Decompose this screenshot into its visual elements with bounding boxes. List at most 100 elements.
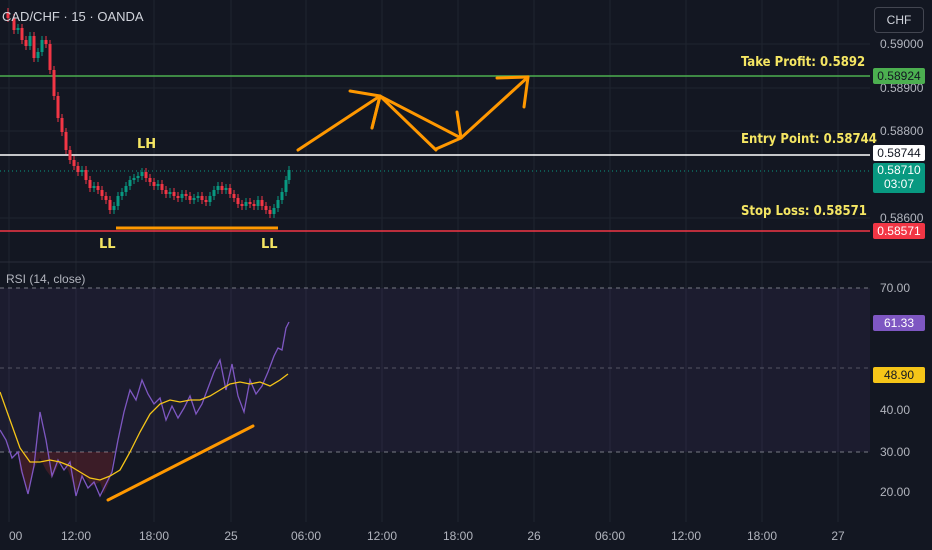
- candle-body: [144, 172, 148, 178]
- candle-body: [24, 40, 28, 46]
- candle-body: [128, 180, 132, 186]
- candle-body: [132, 178, 136, 180]
- candle-body: [36, 52, 40, 58]
- candle-body: [184, 194, 188, 196]
- candle-body: [56, 96, 60, 118]
- projection-arrows[interactable]: [296, 75, 530, 152]
- price-candles: [6, 8, 291, 218]
- stop-loss-label: Stop Loss: 0.58571: [741, 204, 867, 219]
- rsi-line: [0, 321, 290, 498]
- candle-body: [176, 196, 180, 198]
- candle-body: [52, 70, 56, 96]
- candle-body: [172, 192, 176, 196]
- time-tick-label: 06:00: [595, 529, 625, 543]
- candle-body: [112, 206, 116, 210]
- currency-button[interactable]: CHF: [874, 7, 924, 33]
- rsi-tick-label: 70.00: [880, 281, 910, 295]
- candle-body: [256, 200, 260, 206]
- time-tick-label: 12:00: [61, 529, 91, 543]
- ll-left-annotation: LL: [99, 237, 116, 252]
- candle-body: [64, 132, 68, 150]
- rsi-moving-average: [0, 373, 289, 481]
- price-tick-label: 0.58900: [880, 81, 924, 95]
- candle-body: [12, 18, 16, 30]
- candle-body: [32, 36, 36, 58]
- candle-body: [200, 196, 204, 200]
- candle-body: [268, 210, 272, 214]
- candle-body: [287, 170, 291, 180]
- candle-body: [68, 150, 72, 160]
- candle-body: [84, 170, 88, 180]
- candle-body: [244, 202, 248, 206]
- time-axis: 00 12:00 18:00 25 06:00 12:00 18:00 26 06:00 12:0…: [9, 529, 845, 543]
- candle-body: [116, 196, 120, 206]
- candle-body: [196, 196, 200, 198]
- candle-body: [168, 192, 172, 194]
- candle-body: [208, 196, 212, 202]
- candle-body: [192, 198, 196, 200]
- candle-body: [212, 190, 216, 196]
- candle-body: [280, 192, 284, 200]
- stop-loss-tag: 0.58571: [873, 223, 925, 239]
- take-profit-tag: 0.58924: [873, 68, 925, 84]
- rsi-ma-tag: 48.90: [873, 367, 925, 383]
- candle-body: [80, 170, 84, 172]
- time-tick-label: 00: [9, 529, 23, 543]
- candle-body: [60, 118, 64, 132]
- rsi-indicator-label[interactable]: RSI (14, close): [6, 272, 86, 286]
- ll-right-annotation: LL: [261, 237, 278, 252]
- candle-body: [248, 202, 252, 204]
- candle-body: [276, 200, 280, 208]
- price-tick-label: 0.58600: [880, 211, 924, 225]
- rsi-tick-label: 20.00: [880, 485, 910, 499]
- rsi-tick-label: 30.00: [880, 445, 910, 459]
- candle-body: [76, 166, 80, 172]
- candle-body: [164, 190, 168, 194]
- candle-body: [6, 12, 10, 18]
- candle-body: [136, 176, 140, 178]
- time-tick-label: 18:00: [139, 529, 169, 543]
- rsi-band: [0, 288, 870, 452]
- candle-body: [220, 186, 224, 190]
- candle-body: [124, 186, 128, 192]
- candle-body: [152, 182, 156, 186]
- price-axis: 0.59000 0.58900 0.58800 0.58600: [880, 37, 924, 225]
- candle-body: [236, 198, 240, 204]
- candle-body: [216, 186, 220, 190]
- bar-countdown: 03:07: [883, 177, 915, 191]
- candle-body: [120, 192, 124, 196]
- rsi-tick-label: 40.00: [880, 403, 910, 417]
- candle-body: [100, 190, 104, 196]
- candle-body: [140, 172, 144, 176]
- entry-tag: 0.58744: [873, 145, 925, 161]
- current-price-value: 0.58710: [877, 163, 921, 177]
- take-profit-label: Take Profit: 0.5892: [741, 55, 866, 70]
- time-tick-label: 18:00: [443, 529, 473, 543]
- symbol-title[interactable]: CAD/CHF · 15 · OANDA: [2, 9, 144, 24]
- price-tick-label: 0.58800: [880, 124, 924, 138]
- candle-body: [96, 186, 100, 190]
- current-price-tag: 0.58710 03:07: [873, 163, 925, 193]
- candle-body: [264, 206, 268, 210]
- candle-body: [232, 194, 236, 198]
- candle-body: [204, 200, 208, 202]
- time-tick-label: 18:00: [747, 529, 777, 543]
- candle-body: [92, 186, 96, 188]
- time-tick-label: 26: [527, 529, 541, 543]
- candle-body: [260, 200, 264, 206]
- candle-body: [188, 196, 192, 200]
- time-tick-label: 06:00: [291, 529, 321, 543]
- candle-body: [108, 200, 112, 210]
- candle-body: [88, 180, 92, 188]
- candle-body: [44, 40, 48, 44]
- time-tick-label: 25: [224, 529, 238, 543]
- rsi-divergence-drawing[interactable]: [106, 424, 255, 502]
- time-tick-label: 12:00: [367, 529, 397, 543]
- candle-body: [20, 28, 24, 40]
- candle-body: [48, 44, 52, 70]
- time-tick-label: 27: [831, 529, 845, 543]
- candle-body: [148, 178, 152, 182]
- candle-body: [284, 180, 288, 192]
- entry-label: Entry Point: 0.58744: [741, 132, 877, 147]
